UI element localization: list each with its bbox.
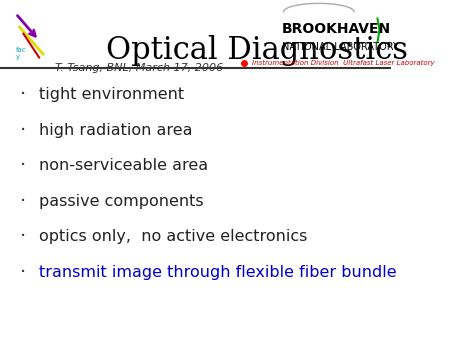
Text: NATIONAL LABORATORY: NATIONAL LABORATORY [282, 42, 399, 52]
Text: tight environment: tight environment [39, 87, 184, 102]
Text: T. Tsang, BNL, March 17, 2006: T. Tsang, BNL, March 17, 2006 [55, 63, 223, 73]
Text: optics only,  no active electronics: optics only, no active electronics [39, 229, 307, 244]
Text: BROOKHAVEN: BROOKHAVEN [282, 22, 391, 36]
Text: Optical Diagnostics: Optical Diagnostics [106, 35, 408, 67]
Text: ·: · [20, 227, 27, 246]
Text: ·: · [20, 263, 27, 282]
Text: ·: · [20, 85, 27, 104]
Text: high radiation area: high radiation area [39, 123, 193, 138]
Text: ·: · [20, 192, 27, 211]
Text: passive components: passive components [39, 194, 204, 209]
Text: transmit image through flexible fiber bundle: transmit image through flexible fiber bu… [39, 265, 397, 280]
Text: fac
y: fac y [16, 47, 26, 60]
Text: non-serviceable area: non-serviceable area [39, 158, 208, 173]
Text: ·: · [20, 121, 27, 140]
Text: Instrumentation Division  Ultrafast Laser Laboratory: Instrumentation Division Ultrafast Laser… [252, 60, 435, 66]
Text: ·: · [20, 156, 27, 175]
